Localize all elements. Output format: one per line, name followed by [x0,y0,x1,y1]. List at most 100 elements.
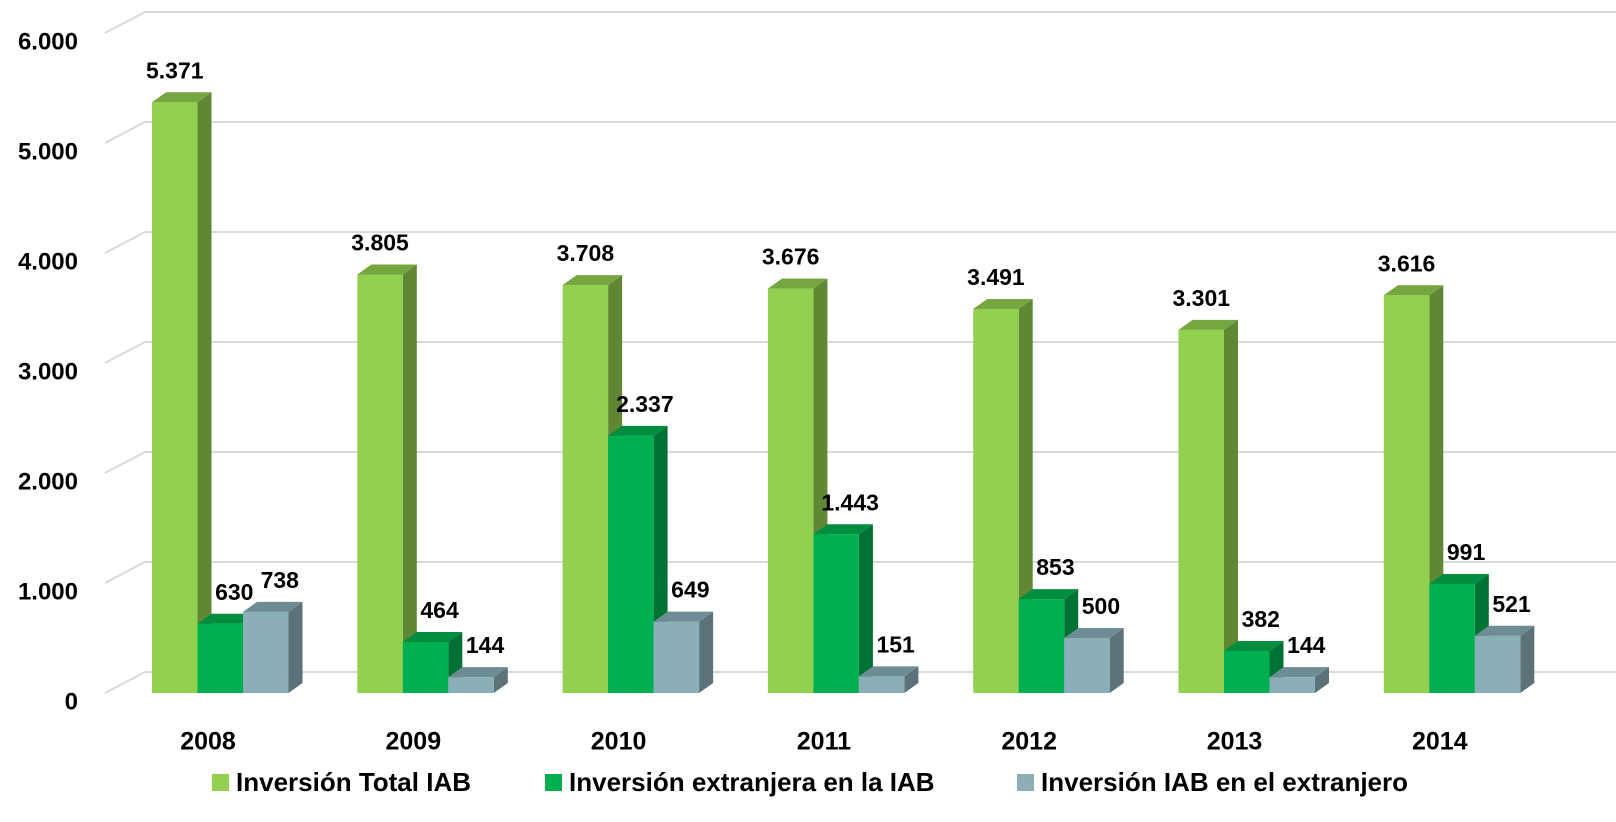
bar-top [357,264,417,275]
bar-side [1315,667,1329,693]
value-label: 3.676 [762,244,820,270]
bar [858,676,905,693]
bar-side [493,667,508,693]
y-tick-label: 0 [65,688,78,715]
bar-side [858,524,873,693]
value-label: 464 [420,597,459,623]
bar [1178,329,1224,693]
bar-top [608,425,668,436]
bar [448,677,494,693]
bar [1429,583,1475,693]
grid-line [104,121,146,144]
value-label: 5.371 [146,57,204,83]
bar-side [197,92,212,693]
bar-top [973,298,1033,309]
value-label: 1.443 [821,489,879,515]
bar [1018,599,1065,693]
legend-label: Inversión Total IAB [236,767,471,797]
bar-top [1474,625,1535,636]
bar-top [1018,589,1079,600]
bar-side [904,666,919,693]
value-label: 382 [1242,606,1280,632]
bar-top [653,611,714,622]
grid-line [104,451,146,474]
value-label: 3.301 [1172,285,1230,311]
bar [813,534,859,693]
value-label: 3.708 [557,240,615,266]
bar [1224,650,1270,693]
y-tick-label: 3.000 [18,358,78,385]
bar [1064,638,1110,693]
bar [973,308,1019,693]
bar-top [1429,573,1489,584]
value-label: 500 [1082,593,1120,619]
x-tick-label: 2008 [180,728,236,756]
value-label: 521 [1492,591,1531,617]
bar-top [1269,667,1329,678]
value-label: 2.337 [616,391,674,417]
bar-side [699,611,714,693]
bar [1474,635,1521,693]
y-tick-label: 1.000 [18,578,78,605]
bar-side [402,264,417,693]
value-label: 3.805 [351,230,409,256]
grid-line [104,671,146,694]
x-tick-label: 2009 [385,728,441,756]
bar-side [1224,319,1238,693]
y-tick-label: 5.000 [18,138,78,165]
bar-side [288,601,303,693]
grid-line [104,231,146,254]
bar [402,641,449,693]
value-label: 649 [671,577,709,603]
grid-line [104,341,146,364]
bar [608,435,654,693]
value-label: 991 [1447,539,1486,565]
legend-swatch [212,774,229,791]
bar [152,102,198,693]
bar-top [1064,628,1124,638]
bar-top [243,601,303,612]
bar [767,288,814,693]
legend-label: Inversión IAB en el extranjero [1041,767,1408,797]
bar-side [1109,628,1124,693]
bar [197,623,243,693]
bar-top [813,524,873,535]
value-label: 3.491 [967,264,1025,290]
grid-line [104,561,146,584]
bar [357,274,403,693]
value-label: 151 [876,631,915,657]
grid-line [104,11,146,34]
bar-side [1520,625,1535,693]
value-label: 853 [1036,554,1074,580]
bar-top [448,667,508,678]
legend-swatch [545,774,562,791]
value-label: 144 [1287,632,1326,658]
y-tick-label: 2.000 [18,468,78,495]
bar-top [1178,319,1238,330]
x-tick-label: 2014 [1412,728,1468,756]
value-label: 630 [215,579,253,605]
bar-top [767,278,828,289]
bar-top [402,631,463,642]
bar-top [152,92,212,103]
value-label: 738 [261,567,300,593]
bar-top [1383,285,1444,296]
bar-top [562,275,623,286]
x-tick-label: 2011 [797,728,851,756]
legend-swatch [1017,774,1034,791]
y-tick-label: 4.000 [18,248,78,275]
y-tick-label: 6.000 [18,28,78,55]
x-tick-label: 2012 [1001,728,1057,756]
bar [1383,295,1430,693]
bar-top [858,666,919,677]
value-label: 3.616 [1378,250,1436,276]
bar-top [1224,640,1284,651]
bar [562,285,609,693]
bar [1269,677,1315,693]
x-tick-label: 2013 [1207,728,1263,756]
bar [243,611,289,693]
x-tick-label: 2010 [591,728,647,756]
value-label: 144 [466,632,505,658]
legend-label: Inversión extranjera en la IAB [569,767,935,797]
